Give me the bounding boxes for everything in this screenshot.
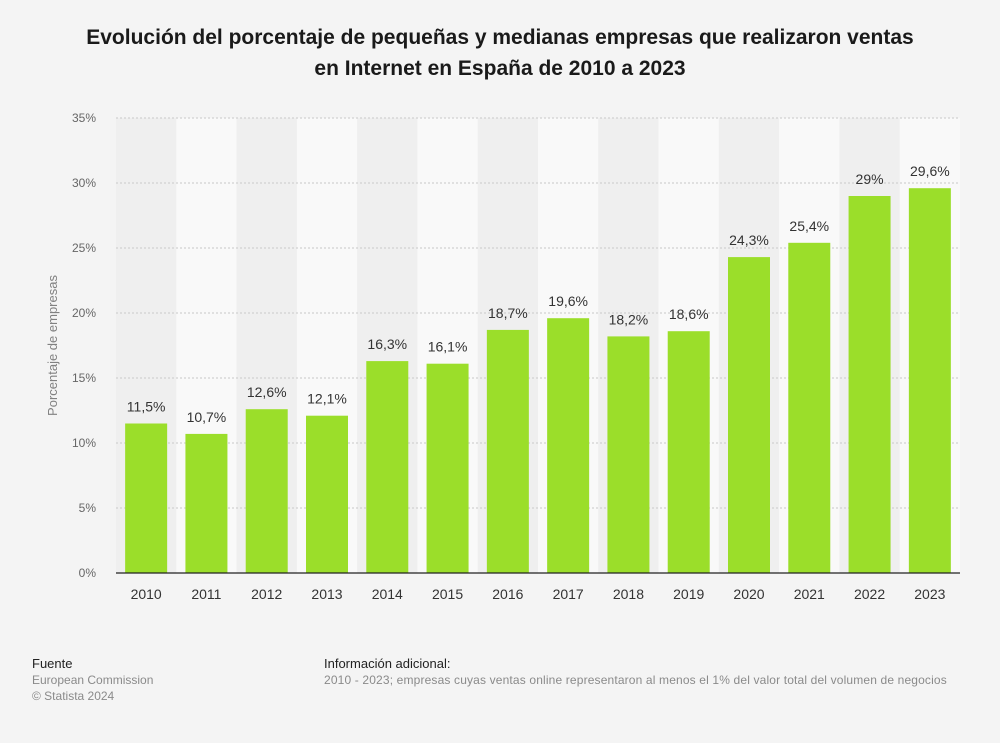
bar-value-label: 16,1% xyxy=(428,339,468,355)
x-axis-ticks: 2010 2011 2012 2013 2014 2015 2016 2017 2018 2019… xyxy=(131,586,946,602)
bar[interactable] xyxy=(728,257,770,573)
bar-value-label: 19,6% xyxy=(548,293,588,309)
chart-title-line-2: en Internet en España de 2010 a 2023 xyxy=(314,57,686,80)
bar[interactable] xyxy=(426,363,469,573)
x-tick-label: 2021 xyxy=(794,586,825,602)
y-tick-label: 25% xyxy=(72,241,96,255)
source-name: European Commission xyxy=(32,673,154,687)
bar-value-label: 18,6% xyxy=(669,306,709,322)
bar[interactable] xyxy=(667,331,710,573)
chart-title: Evolución del porcentaje de pequeñas y m… xyxy=(40,22,960,84)
bar-chart: 0% 5% 10% 15% 20% 25% 30% 35% 11,5% 10,7% 12,6% 12… xyxy=(45,111,960,602)
x-tick-label: 2017 xyxy=(553,586,584,602)
bar[interactable] xyxy=(788,242,831,574)
bars xyxy=(125,188,951,574)
x-tick-label: 2013 xyxy=(311,586,342,602)
bar[interactable] xyxy=(908,188,951,573)
y-tick-label: 20% xyxy=(72,306,96,320)
bar[interactable] xyxy=(486,329,529,573)
bar-value-label: 16,3% xyxy=(367,336,407,352)
x-tick-label: 2016 xyxy=(492,586,523,602)
bar-value-label: 25,4% xyxy=(789,218,829,234)
bar[interactable] xyxy=(125,423,168,574)
chart-title-line-1: Evolución del porcentaje de pequeñas y m… xyxy=(86,26,914,49)
bar-value-label: 24,3% xyxy=(729,232,769,248)
x-tick-label: 2010 xyxy=(131,586,162,602)
x-tick-label: 2019 xyxy=(673,586,704,602)
bar-value-label: 11,5% xyxy=(127,399,166,415)
bar-value-label: 29,6% xyxy=(910,163,950,179)
bar[interactable] xyxy=(185,433,228,573)
bar[interactable] xyxy=(848,196,891,573)
data-labels: 11,5% 10,7% 12,6% 12,1% 16,3% 16,1% 18,7% 19,6%… xyxy=(127,163,950,425)
bar-value-label: 18,7% xyxy=(488,305,528,321)
y-tick-label: 35% xyxy=(72,111,96,125)
bar-value-label: 12,6% xyxy=(247,384,287,400)
additional-info-block: Información adicional: 2010 - 2023; empr… xyxy=(324,656,964,688)
bar[interactable] xyxy=(607,336,650,573)
bar-value-label: 12,1% xyxy=(307,391,347,407)
bar[interactable] xyxy=(306,415,348,573)
y-tick-label: 15% xyxy=(72,371,96,385)
bar[interactable] xyxy=(366,361,409,573)
x-tick-label: 2020 xyxy=(733,586,764,602)
bar[interactable] xyxy=(547,318,590,573)
additional-info-heading: Información adicional: xyxy=(324,656,451,671)
bar-value-label: 10,7% xyxy=(187,409,227,425)
bar-value-label: 29% xyxy=(856,171,884,187)
source-block: Fuente European Commission © Statista 20… xyxy=(32,656,153,704)
additional-info-text: 2010 - 2023; empresas cuyas ventas onlin… xyxy=(324,673,947,687)
y-tick-label: 10% xyxy=(72,436,96,450)
x-tick-label: 2022 xyxy=(854,586,885,602)
y-axis-ticks: 0% 5% 10% 15% 20% 25% 30% 35% xyxy=(72,111,96,580)
x-tick-label: 2014 xyxy=(372,586,403,602)
source-heading: Fuente xyxy=(32,656,73,671)
y-tick-label: 5% xyxy=(79,501,97,515)
copyright: © Statista 2024 xyxy=(32,689,115,703)
bar-value-label: 18,2% xyxy=(609,311,649,327)
x-tick-label: 2018 xyxy=(613,586,644,602)
x-tick-label: 2011 xyxy=(191,586,221,602)
x-tick-label: 2012 xyxy=(251,586,282,602)
column-bands xyxy=(116,118,960,573)
y-tick-label: 0% xyxy=(79,566,97,580)
y-tick-label: 30% xyxy=(72,176,96,190)
x-tick-label: 2015 xyxy=(432,586,463,602)
x-tick-label: 2023 xyxy=(914,586,945,602)
y-axis-label: Porcentaje de empresas xyxy=(45,275,60,416)
bar[interactable] xyxy=(245,409,288,573)
